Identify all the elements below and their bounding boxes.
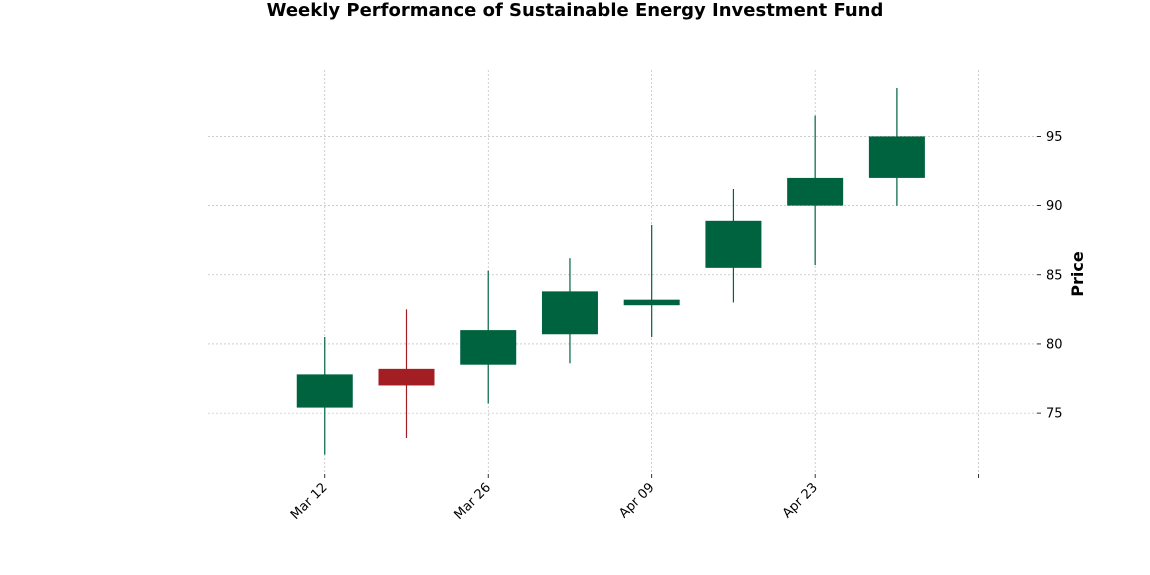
x-tick-label: Apr 23	[780, 480, 821, 521]
axis-layer: 75 80 85 90 95 Mar 12 Mar 26 Apr 09 Apr 23	[288, 130, 1063, 523]
y-tick-label: 80	[1046, 337, 1063, 352]
y-axis-label: Price	[1068, 251, 1087, 297]
candle-up	[541, 258, 598, 364]
candle-body	[460, 330, 517, 365]
candle-up	[623, 224, 680, 338]
chart-title: Weekly Performance of Sustainable Energy…	[266, 0, 884, 21]
candle-up	[787, 115, 844, 266]
candle-layer	[296, 87, 925, 455]
candle-body	[541, 291, 598, 335]
candle-up	[705, 188, 762, 303]
x-tick-label: Mar 26	[451, 480, 494, 523]
candle-down	[378, 309, 435, 439]
candle-body	[787, 177, 844, 206]
y-tick-label: 85	[1046, 268, 1063, 283]
candle-up	[868, 87, 925, 206]
grid-layer	[208, 70, 1037, 474]
candle-body	[868, 136, 925, 178]
candle-body	[705, 220, 762, 268]
candle-body	[378, 368, 435, 386]
candle-body	[623, 299, 680, 306]
x-tick-label: Apr 09	[616, 480, 657, 521]
y-tick-label: 95	[1046, 130, 1063, 145]
y-tick-label: 75	[1046, 407, 1063, 422]
candle-body	[296, 374, 353, 408]
candle-up	[460, 270, 517, 404]
candle-up	[296, 337, 353, 455]
x-tick-label: Mar 12	[288, 480, 331, 523]
y-tick-label: 90	[1046, 199, 1063, 214]
